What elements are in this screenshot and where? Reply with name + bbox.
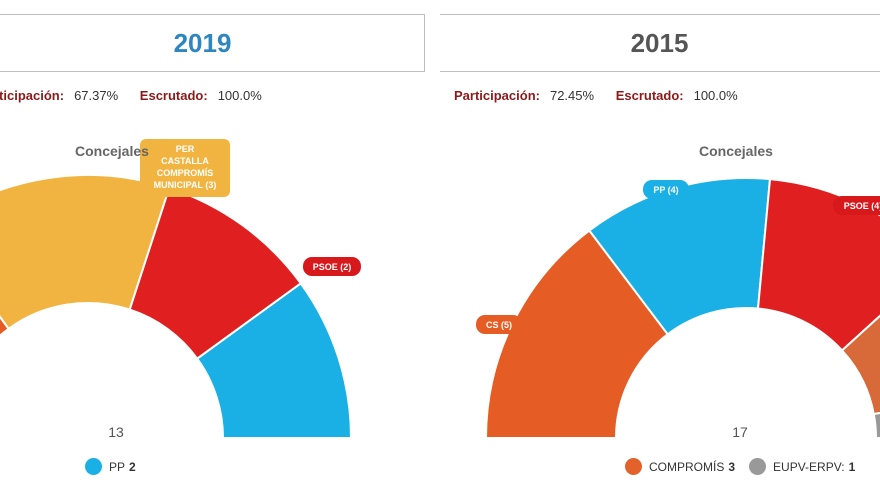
seat-slice-compromís[interactable] [840,263,880,416]
seat-slice-cs[interactable] [484,229,670,439]
slice-callout-label: PP (4) [653,185,678,195]
slice-callout-bg [140,139,230,197]
legend-label: PP [109,459,126,474]
slice-callout-label: PSOE (2) [313,262,352,272]
stats-row: rticipación: 67.37% Escrutado: 100.0% [0,88,280,103]
slice-callout-bg [476,315,522,334]
year-title: 2015 [630,27,689,58]
legend-item[interactable]: COMPROMÍS 3 [625,458,735,475]
seats-chart: 13 PER CASTALLA COMPROMÍS MUNICIPAL (3) PSOE … [0,139,361,440]
legend-item[interactable]: PP 2 [85,458,136,475]
legend-label: EUPV-ERPV: [773,459,845,474]
legend-item[interactable]: EUPV-ERPV: 1 [749,458,855,475]
slice-callout-bg [303,257,361,276]
total-seats: 17 [732,424,748,440]
year-header: 2019 [0,14,425,72]
slice-callout-bg [643,180,689,199]
chart-legend: COMPROMÍS 3 EUPV-ERPV: 1 [625,458,869,475]
legend-count: 1 [848,459,856,474]
slice-callout-label: COMPROMÍS [157,168,214,178]
legend-count: 3 [728,459,736,474]
year-header: 2015 [440,14,880,72]
participation-value: 72.45% [549,88,595,103]
slice-callout-bg [833,196,880,215]
chart-title: Concejales [75,143,149,159]
results-panel-2015: 2015 Participación: 72.45% Escrutado: 100.… [440,0,880,495]
seats-chart: 17 PP (4) PSOE (4) CS (5) [476,177,880,440]
total-seats: 13 [108,424,124,440]
legend-count: 2 [129,459,136,474]
chart-title: Concejales [699,143,773,159]
participation-label: rticipación: [0,88,65,103]
participation-value: 67.37% [74,88,119,103]
year-title: 2019 [173,27,232,58]
scrutinized-label: Escrutado: [139,88,208,103]
legend-label: COMPROMÍS [649,459,725,474]
legend-dot-icon [749,458,767,475]
slice-callout-label: CASTALLA [161,156,209,166]
scrutinized-label: Escrutado: [615,88,684,103]
scrutinized-value: 100.0% [217,88,262,103]
seat-slice[interactable] [0,225,11,438]
seat-slice-pp[interactable] [195,282,353,439]
slice-callout-label: PER [176,144,195,154]
slice-callout-label: CS (5) [486,320,512,330]
legend-dot-icon [625,458,642,475]
seat-slice-eupv-erpv[interactable] [872,390,880,439]
legend-dot-icon [85,458,102,475]
seat-slice-psoe[interactable] [756,178,880,352]
chart-legend: PP 2 [85,458,150,475]
scrutinized-value: 100.0% [693,88,738,103]
stats-row: Participación: 72.45% Escrutado: 100.0% [454,88,756,103]
slice-callout-label: MUNICIPAL (3) [154,180,217,190]
participation-label: Participación: [454,88,540,103]
results-panel-2019: 2019 rticipación: 67.37% Escrutado: 100.0%… [0,14,425,475]
slice-callout-label: PSOE (4) [844,201,880,211]
